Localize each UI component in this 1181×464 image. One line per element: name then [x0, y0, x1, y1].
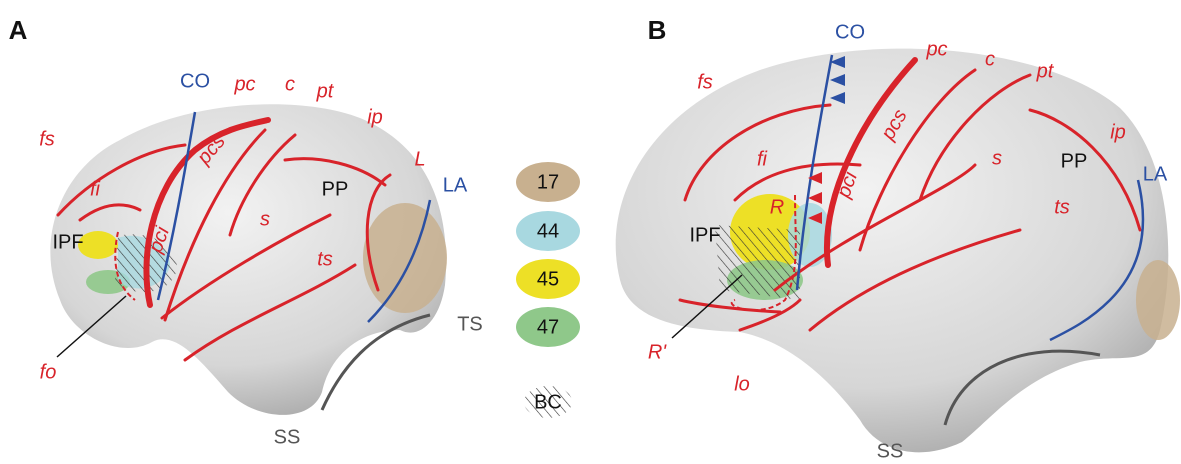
label: lo — [734, 373, 750, 395]
label: pt — [1036, 60, 1055, 82]
label: LA — [1143, 163, 1168, 185]
figure: 17 44 45 47 BC A CO pc c pt ip fs pcs L … — [0, 0, 1181, 464]
label: c — [985, 48, 995, 70]
label: pt — [316, 80, 335, 102]
brain-a — [50, 104, 447, 415]
label: R — [770, 196, 784, 218]
label: TS — [457, 313, 483, 335]
label: fi — [90, 178, 101, 200]
label: s — [992, 147, 1002, 169]
label: fi — [757, 148, 768, 170]
label: SS — [877, 440, 904, 462]
legend-label: 45 — [537, 268, 559, 290]
label: SS — [274, 426, 301, 448]
label: ts — [317, 248, 333, 270]
label: fs — [39, 128, 55, 150]
label: IPF — [52, 231, 83, 253]
legend-label: 44 — [537, 220, 559, 242]
label: LA — [443, 174, 468, 196]
label: pc — [233, 73, 255, 95]
label: R' — [648, 341, 667, 363]
legend-label: 17 — [537, 171, 559, 193]
label: ts — [1054, 196, 1070, 218]
label: ip — [367, 106, 383, 128]
panel-label: B — [648, 15, 667, 45]
label: pc — [925, 38, 947, 60]
panel-label: A — [9, 15, 28, 45]
legend-label: 47 — [537, 316, 559, 338]
legend-label: BC — [534, 391, 562, 413]
legend: 17 44 45 47 BC — [516, 162, 580, 418]
label: CO — [835, 21, 865, 43]
label: PP — [1061, 150, 1088, 172]
label: ip — [1110, 121, 1126, 143]
label: s — [260, 208, 270, 230]
label: fo — [40, 361, 57, 383]
label: PP — [322, 178, 349, 200]
label: fs — [697, 71, 713, 93]
label: CO — [180, 70, 210, 92]
label: c — [285, 73, 295, 95]
label: L — [414, 148, 425, 170]
label: IPF — [689, 224, 720, 246]
